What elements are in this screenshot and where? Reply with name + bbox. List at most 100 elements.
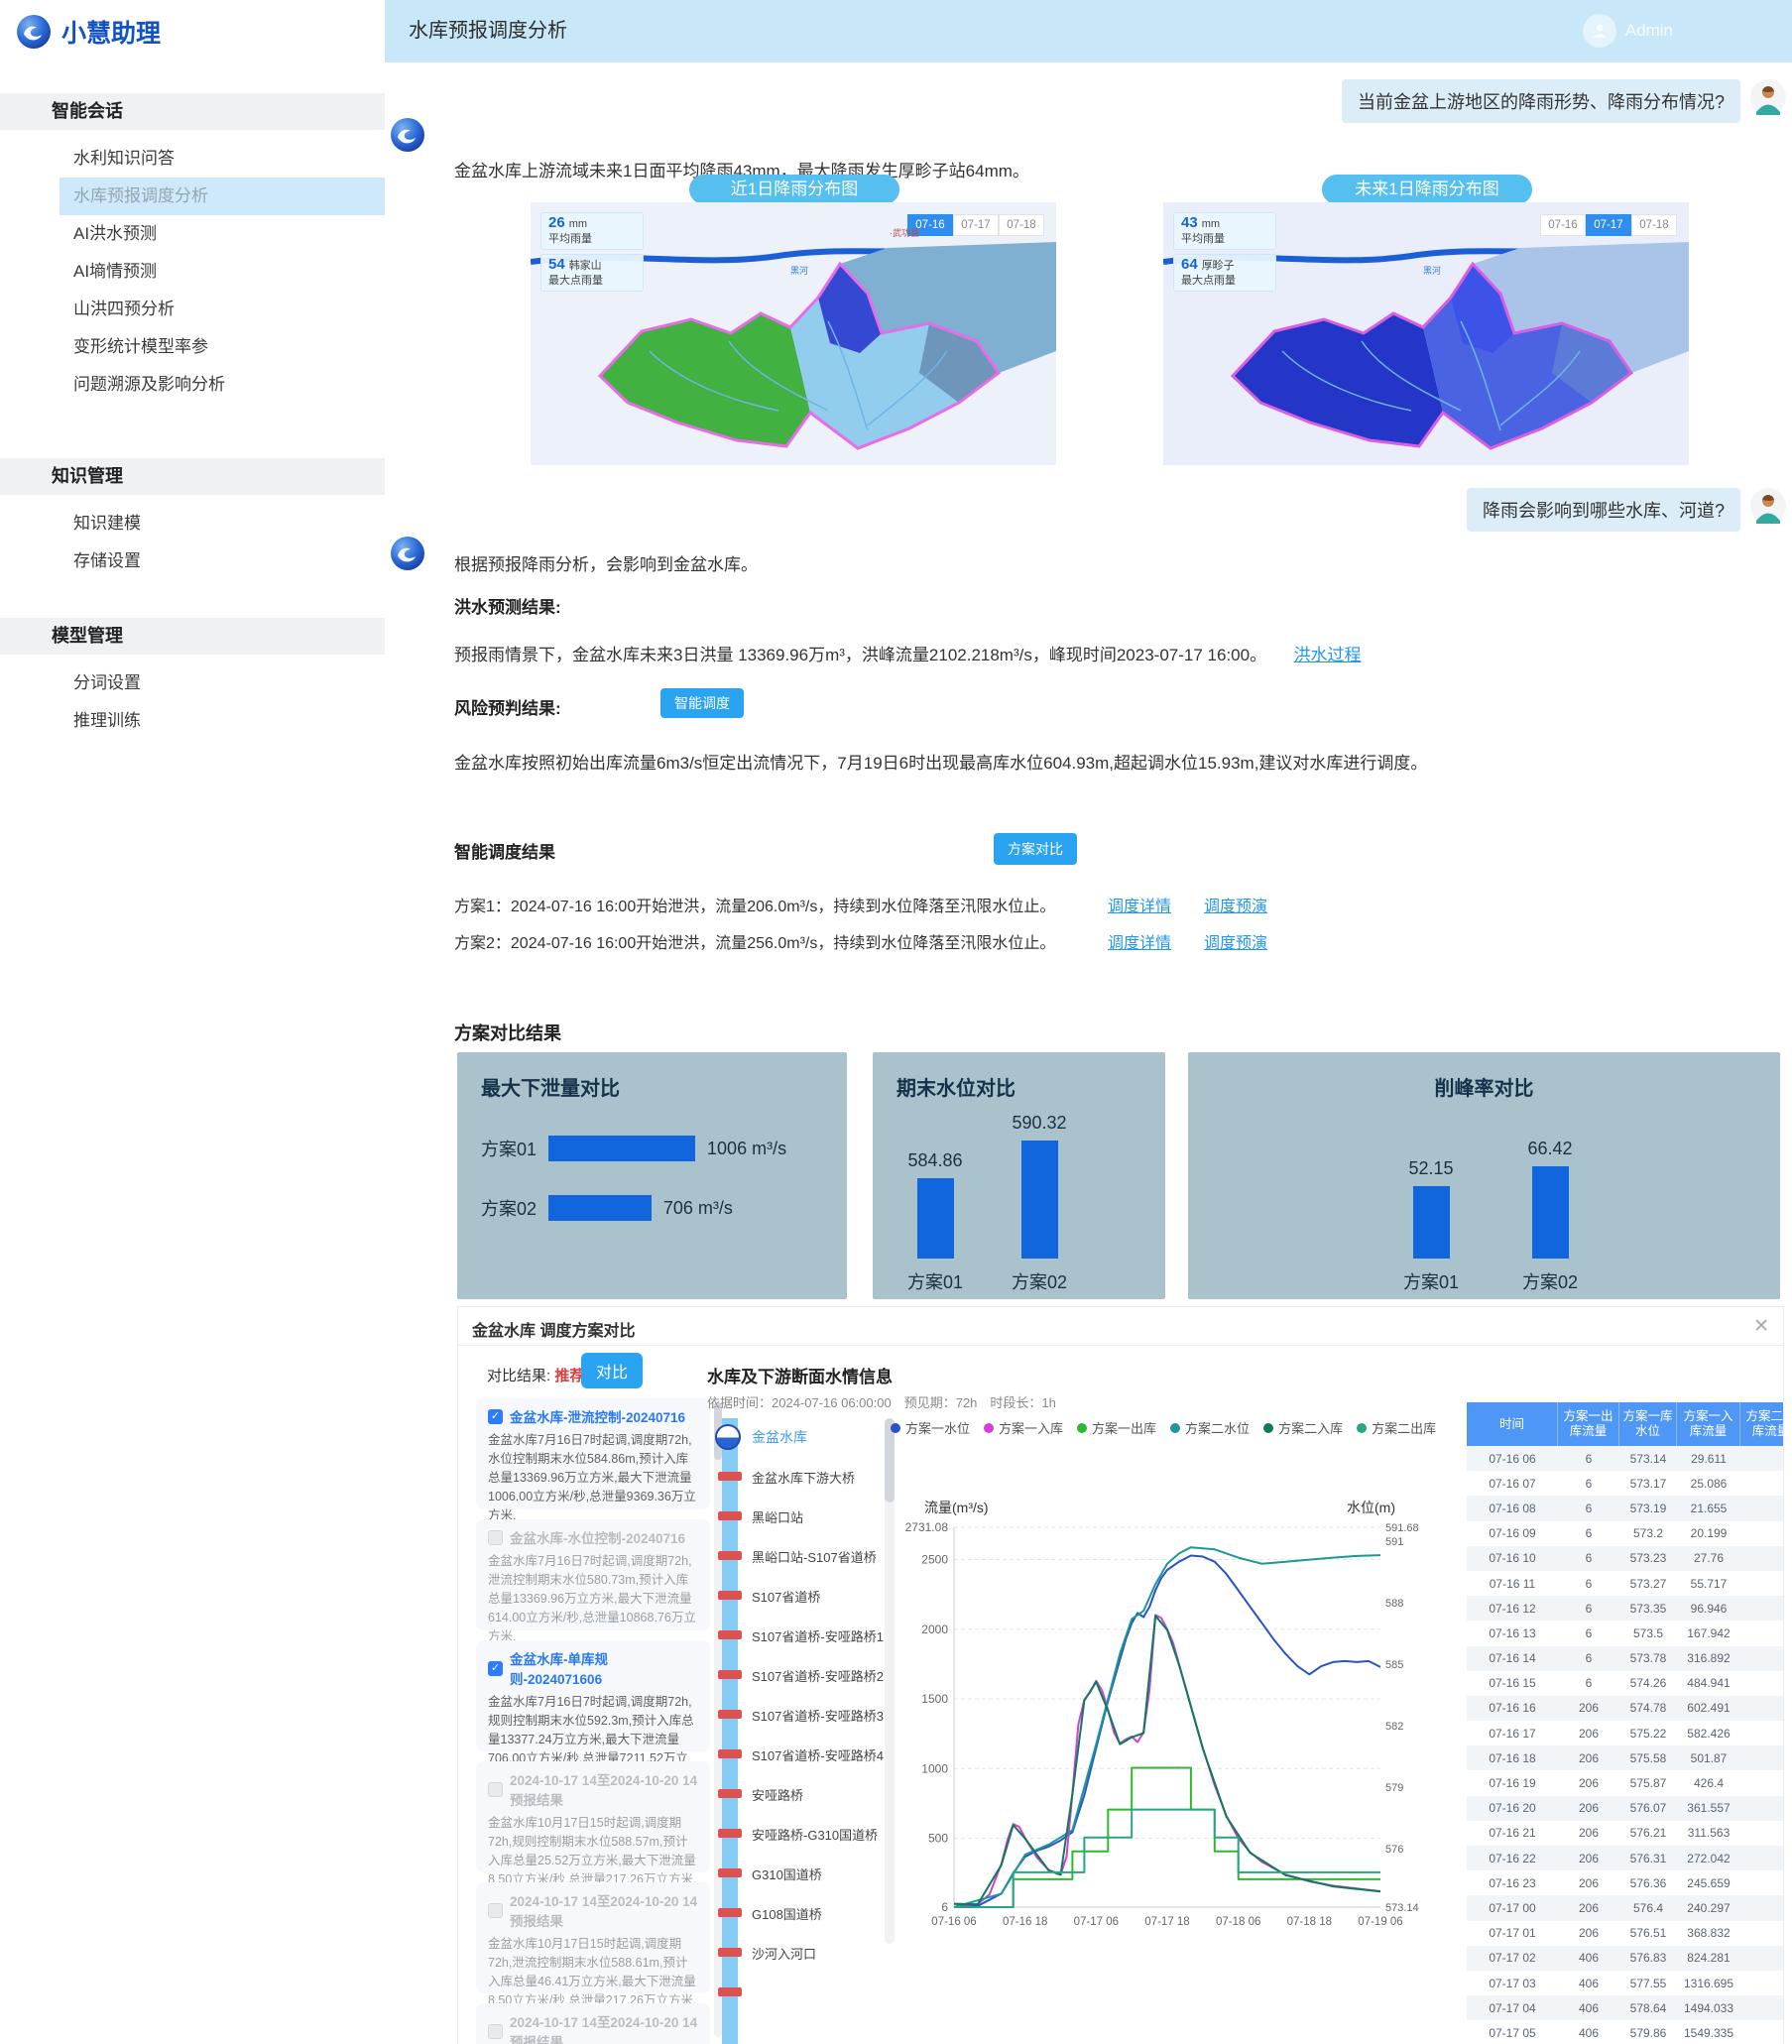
bar-value: 706 m³/s	[662, 1197, 733, 1218]
bar-value: 584.86	[907, 1150, 963, 1170]
plan-text: 方案2：2024-07-16 16:00开始泄洪，流量256.0m³/s，持续到…	[454, 935, 1056, 952]
dispatch-detail-link[interactable]: 调度详情	[1108, 935, 1172, 952]
table-cell	[1740, 1870, 1783, 1895]
plan-card-title-row: ✓ 金盆水库-单库规则-2024071606	[488, 1648, 698, 1688]
legend-item-方案二水位[interactable]: 方案二水位	[1170, 1418, 1250, 1437]
table-header-cell: 时间	[1467, 1402, 1558, 1446]
assistant-sphere-icon	[391, 118, 424, 152]
plan-card[interactable]: 2024-10-17 14至2024-10-20 14预报结果	[476, 2003, 710, 2044]
table-row: 07-16 08 6 573.19 21.655	[1467, 1496, 1783, 1521]
sidebar-item-存储设置[interactable]: 存储设置	[73, 551, 141, 570]
table-cell	[1740, 1646, 1783, 1671]
station-label: S107省道桥-安哑路桥2	[752, 1668, 884, 1684]
dispatch-preview-link[interactable]: 调度预演	[1204, 935, 1268, 952]
table-cell: 272.042	[1687, 1851, 1731, 1865]
checkbox[interactable]	[488, 2023, 503, 2039]
sidebar-item-山洪四预分析[interactable]: 山洪四预分析	[73, 300, 175, 318]
legend-item-方案二入库[interactable]: 方案二入库	[1263, 1418, 1343, 1437]
checkbox[interactable]	[488, 1902, 503, 1918]
legend-item-方案一水位[interactable]: 方案一水位	[891, 1418, 970, 1437]
smart-dispatch-button[interactable]: 智能调度	[660, 688, 744, 718]
panel-title: 削峰率对比	[1434, 1078, 1534, 1100]
station-label: 金盆水库下游大桥	[752, 1470, 856, 1486]
right-axis-title: 水位(m)	[1347, 1500, 1395, 1515]
final-level-panel: 期末水位对比 584.86 方案01 590.32 方案02	[873, 1052, 1165, 1299]
map-tab-07-18[interactable]: 07-18	[999, 214, 1044, 236]
table-cell: 07-16 18	[1489, 1750, 1536, 1765]
table-cell: 07-17 01	[1489, 1926, 1536, 1941]
dispatch-preview-link[interactable]: 调度预演	[1204, 899, 1268, 915]
user-message-2: 降雨会影响到哪些水库、河道?	[1466, 488, 1786, 532]
table-cell	[1740, 1995, 1783, 2020]
table-cell	[1740, 1971, 1783, 1995]
map-tab-07-17[interactable]: 07-17	[1586, 214, 1631, 236]
user-menu[interactable]: Admin	[1582, 14, 1673, 48]
legend-item-方案一入库[interactable]: 方案一入库	[984, 1418, 1063, 1437]
sidebar-item-水库预报调度分析[interactable]: 水库预报调度分析	[60, 178, 385, 215]
plan-card[interactable]: 2024-10-17 14至2024-10-20 14预报结果 金盆水库10月17…	[476, 1882, 710, 2007]
table-cell	[1740, 1621, 1783, 1645]
station-tick-icon	[718, 1829, 742, 1838]
table-cell: 6	[1585, 1451, 1593, 1466]
table-cell	[1740, 1821, 1783, 1846]
station-tick-icon	[718, 1987, 742, 1996]
assistant-sphere-icon	[391, 537, 424, 570]
map-tab-07-16[interactable]: 07-16	[1540, 214, 1586, 236]
plan-card[interactable]: 金盆水库-水位控制-20240716 金盆水库7月16日7时起调,调度期72h,泄…	[476, 1519, 710, 1643]
table-cell: 824.281	[1687, 1951, 1731, 1966]
plan-card-desc: 金盆水库10月17日15时起调,调度期72h,规则控制期末水位588.57m,预…	[488, 1816, 697, 1886]
legend-item-方案二出库[interactable]: 方案二出库	[1357, 1418, 1436, 1437]
legend-label: 方案一水位	[905, 1421, 971, 1436]
table-cell: 07-16 23	[1489, 1875, 1536, 1890]
user-bubble: 降雨会影响到哪些水库、河道?	[1466, 488, 1740, 532]
table-row: 07-16 15 6 574.26 484.941	[1467, 1671, 1783, 1696]
sidebar-item-AI洪水预测[interactable]: AI洪水预测	[73, 224, 158, 243]
sidebar-item-水利知识问答[interactable]: 水利知识问答	[73, 149, 175, 168]
station-tick-icon	[718, 1948, 742, 1957]
checkbox[interactable]	[488, 1781, 503, 1797]
sidebar-item-分词设置[interactable]: 分词设置	[73, 673, 141, 692]
station-item: 金盆水库	[706, 1422, 885, 1452]
plan-card-title-row: 2024-10-17 14至2024-10-20 14预报结果	[488, 2011, 698, 2044]
table-cell: 6	[1585, 1651, 1593, 1666]
table-cell: 576.36	[1629, 1875, 1667, 1890]
map-tab-07-17[interactable]: 07-17	[953, 214, 999, 236]
close-icon[interactable]: ✕	[1753, 1316, 1769, 1337]
assistant-avatar	[390, 536, 425, 576]
sidebar-item-AI墒情预测[interactable]: AI墒情预测	[73, 262, 158, 281]
sidebar-item-知识建模[interactable]: 知识建模	[73, 514, 141, 533]
sidebar-item-变形统计模型率参[interactable]: 变形统计模型率参	[73, 337, 208, 356]
station-tick-icon	[718, 1511, 742, 1520]
svg-text:579: 579	[1385, 1782, 1403, 1794]
table-cell: 578.64	[1629, 2000, 1667, 2015]
map-tab-07-16[interactable]: 07-16	[907, 214, 953, 236]
plan-card[interactable]: ✓ 金盆水库-单库规则-2024071606 金盆水库7月16日7时起调,调度期72…	[476, 1640, 710, 1784]
checkbox[interactable]	[488, 1529, 503, 1545]
table-cell	[1740, 1696, 1783, 1721]
compare-button[interactable]: 对比	[581, 1353, 643, 1388]
sidebar-item-问题溯源及影响分析[interactable]: 问题溯源及影响分析	[73, 375, 225, 394]
station-tick-icon	[718, 1670, 742, 1679]
table-cell: 576.4	[1632, 1900, 1664, 1915]
sidebar-item-推理训练[interactable]: 推理训练	[73, 711, 141, 730]
stations-scrollbar[interactable]	[885, 1418, 895, 1944]
divider	[458, 1345, 1783, 1346]
legend-dot-icon	[984, 1422, 995, 1433]
map-tab-07-18[interactable]: 07-18	[1631, 214, 1677, 236]
plan-card[interactable]: 2024-10-17 14至2024-10-20 14预报结果 金盆水库10月17…	[476, 1761, 710, 1886]
table-cell: 206	[1578, 1801, 1600, 1816]
table-cell: 316.892	[1687, 1651, 1731, 1666]
flood-process-link[interactable]: 洪水过程	[1293, 646, 1362, 664]
station-item: S107省道桥-安哑路桥2	[706, 1660, 885, 1690]
dispatch-detail-link[interactable]: 调度详情	[1108, 899, 1172, 915]
svg-text:07-17 18: 07-17 18	[1144, 1916, 1189, 1928]
checkbox-checked[interactable]: ✓	[488, 1408, 503, 1424]
table-cell: 20.199	[1690, 1526, 1728, 1541]
table-cell: 576.83	[1629, 1951, 1667, 1966]
table-cell: 406	[1578, 2000, 1600, 2015]
plan-card[interactable]: ✓ 金盆水库-泄流控制-20240716 金盆水库7月16日7时起调,调度期72h,…	[476, 1398, 710, 1522]
plan-compare-button[interactable]: 方案对比	[994, 833, 1077, 865]
checkbox-checked[interactable]: ✓	[488, 1660, 503, 1676]
svg-text:07-17 06: 07-17 06	[1074, 1916, 1119, 1928]
legend-item-方案一出库[interactable]: 方案一出库	[1077, 1418, 1156, 1437]
